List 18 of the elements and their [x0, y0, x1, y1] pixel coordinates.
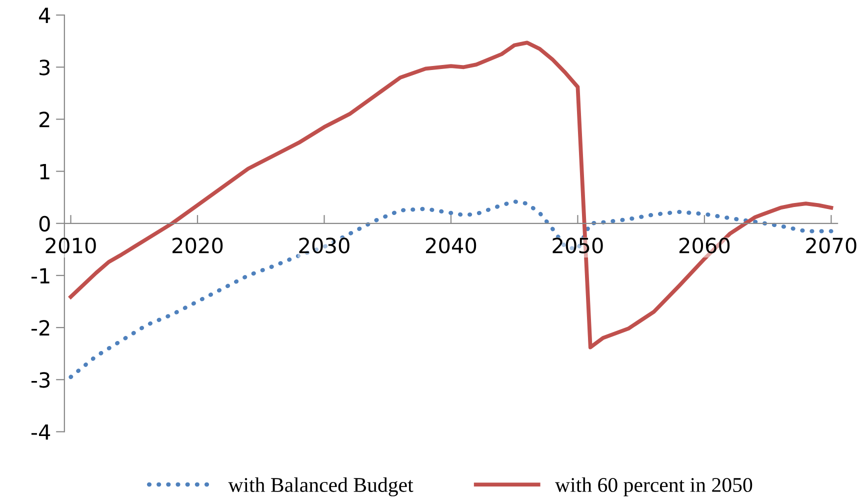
x-tick-label: 2050: [552, 238, 603, 254]
legend-label: with 60 percent in 2050: [555, 477, 752, 496]
x-tick-label: 2060: [679, 238, 730, 254]
x-tick-label: 2020: [172, 238, 223, 254]
y-tick-label: -3: [31, 372, 50, 388]
y-tick-label: 4: [38, 8, 50, 23]
y-tick-label: -1: [31, 268, 50, 284]
y-tick-label: 2: [40, 112, 50, 128]
y-tick-label: 3: [40, 60, 50, 76]
x-tick-label: 2040: [426, 238, 476, 254]
legend-label: with Balanced Budget: [228, 477, 414, 496]
x-tick-label: 2010: [46, 238, 96, 254]
x-tick-label: 2030: [299, 238, 350, 254]
y-tick-label: 0: [39, 216, 50, 232]
x-tick-label: 2070: [806, 238, 856, 254]
y-tick-label: -2: [31, 320, 50, 336]
y-tick-label: -4: [31, 424, 50, 440]
y-tick-label: 1: [40, 164, 50, 180]
